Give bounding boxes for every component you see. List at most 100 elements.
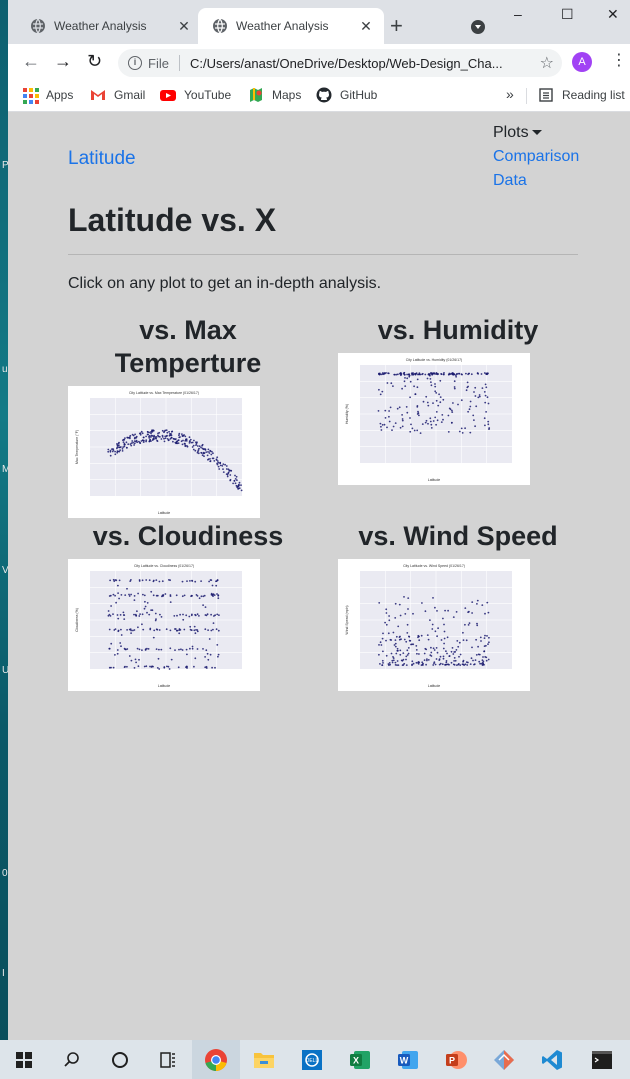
scatter-point (204, 666, 207, 669)
bookmark-maps[interactable]: Maps (248, 87, 301, 103)
plots-dropdown-toggle[interactable]: Plots (493, 124, 542, 142)
scatter-point (452, 616, 455, 618)
scatter-point (430, 423, 433, 426)
nav-link-comparison[interactable]: Comparison (493, 148, 580, 165)
close-tab-icon[interactable]: ✕ (360, 17, 372, 34)
scatter-point (427, 659, 430, 661)
excel-icon[interactable]: X (336, 1040, 384, 1079)
reading-list-button[interactable]: Reading list (538, 87, 625, 103)
scatter-point (404, 613, 407, 615)
scatter-point (394, 664, 397, 666)
scatter-point (446, 652, 448, 655)
new-tab-button[interactable]: + (390, 13, 403, 38)
bookmark-youtube[interactable]: YouTube (160, 87, 231, 103)
scatter-point (170, 436, 173, 439)
scatter-point (387, 632, 390, 635)
powerpoint-icon[interactable]: P (432, 1040, 480, 1079)
plot-heading-line: vs. Humidity (377, 315, 539, 345)
windows-start-icon[interactable] (0, 1040, 48, 1079)
bookmark-star-icon[interactable]: ☆ (539, 55, 554, 72)
close-tab-icon[interactable]: ✕ (178, 17, 190, 34)
plot-thumbnail-humidity[interactable]: City Latitude vs. Humidity (01/26/17) Lat… (338, 353, 530, 485)
address-bar[interactable]: i File C:/Users/anast/OneDrive/Desktop/W… (118, 49, 562, 77)
scatter-point (175, 629, 178, 632)
bookmark-github[interactable]: GitHub (316, 87, 377, 103)
thumbnail-xlabel: Latitude (158, 684, 171, 688)
scatter-point (385, 612, 388, 614)
scatter-point (464, 427, 466, 430)
scatter-point (442, 617, 444, 620)
scatter-point (234, 482, 237, 485)
scatter-point (482, 656, 484, 658)
nav-link-data[interactable]: Data (493, 172, 527, 189)
chrome-icon[interactable] (192, 1040, 240, 1079)
scatter-point (460, 399, 463, 402)
scatter-point (488, 641, 490, 644)
plot-thumbnail-max-temp[interactable]: City Latitude vs. Max Temperature (01/26… (68, 386, 260, 518)
maximize-button[interactable]: ☐ (561, 6, 574, 22)
file-explorer-icon[interactable] (240, 1040, 288, 1079)
scatter-point (130, 659, 133, 662)
scatter-point (218, 468, 221, 470)
tab-weather-analysis-2[interactable]: Weather Analysis ✕ (198, 8, 384, 44)
widgets-icon[interactable] (144, 1040, 192, 1079)
scatter-point (118, 597, 120, 600)
menu-kebab-icon[interactable]: ⋮ (611, 52, 627, 69)
scatter-point (417, 412, 420, 415)
scatter-point (404, 385, 407, 387)
plot-thumbnail-wind-speed[interactable]: City Latitude vs. Wind Speed (01/26/17) L… (338, 559, 530, 691)
info-icon[interactable]: i (128, 56, 142, 70)
youtube-icon (160, 90, 176, 101)
scatter-point (392, 659, 395, 662)
plot-heading-humidity: vs. Humidity (338, 314, 578, 347)
minimize-button[interactable]: – (514, 6, 522, 22)
scatter-point (445, 660, 448, 662)
svg-text:DELL: DELL (306, 1058, 319, 1064)
scatter-point (216, 456, 219, 459)
lead-text: Click on any plot to get an in-depth ana… (68, 275, 382, 292)
scatter-point (380, 373, 383, 376)
scatter-point (415, 645, 418, 647)
navbar-brand-link[interactable]: Latitude (68, 148, 136, 169)
desktop-label: 0 (2, 868, 8, 879)
dell-icon[interactable]: DELL (288, 1040, 336, 1079)
tab-search-icon[interactable] (471, 20, 485, 34)
reload-icon[interactable]: ↻ (87, 51, 103, 71)
forward-arrow-icon[interactable]: → (54, 51, 72, 71)
close-window-button[interactable]: ✕ (607, 6, 619, 22)
scatter-point (235, 475, 238, 478)
git-icon[interactable] (480, 1040, 528, 1079)
bookmark-apps[interactable]: Apps (22, 87, 73, 104)
scatter-point (419, 432, 422, 434)
scatter-point (167, 439, 170, 442)
scatter-point (126, 665, 128, 668)
scatter-point (211, 584, 214, 587)
back-arrow-icon[interactable]: ← (22, 51, 40, 71)
terminal-icon[interactable] (578, 1040, 626, 1079)
plot-thumbnail-cloudiness[interactable]: City Latitude vs. Cloudiness (01/26/17) L… (68, 559, 260, 691)
scatter-point (151, 609, 154, 612)
scatter-point (401, 414, 403, 416)
bookmarks-overflow-button[interactable]: » (506, 86, 514, 102)
scatter-point (397, 664, 400, 666)
scatter-point (203, 455, 205, 458)
scatter-point (435, 423, 437, 426)
scatter-point (447, 414, 450, 417)
search-icon[interactable] (48, 1040, 96, 1079)
scatter-point (203, 594, 206, 597)
scatter-point (118, 444, 120, 447)
scatter-point (191, 441, 194, 444)
profile-avatar[interactable]: A (572, 52, 592, 72)
scatter-point (378, 388, 380, 391)
task-view-icon[interactable] (96, 1040, 144, 1079)
scatter-point (469, 431, 472, 434)
scatter-point (157, 434, 159, 437)
scatter-point (148, 579, 151, 582)
word-icon[interactable]: W (384, 1040, 432, 1079)
tab-weather-analysis-1[interactable]: Weather Analysis ✕ (16, 8, 202, 44)
bookmark-gmail[interactable]: Gmail (90, 87, 145, 103)
scatter-point (240, 489, 243, 492)
scatter-point (453, 657, 456, 659)
url-text[interactable]: C:/Users/anast/OneDrive/Desktop/Web-Desi… (189, 55, 503, 71)
vscode-icon[interactable] (528, 1040, 576, 1079)
